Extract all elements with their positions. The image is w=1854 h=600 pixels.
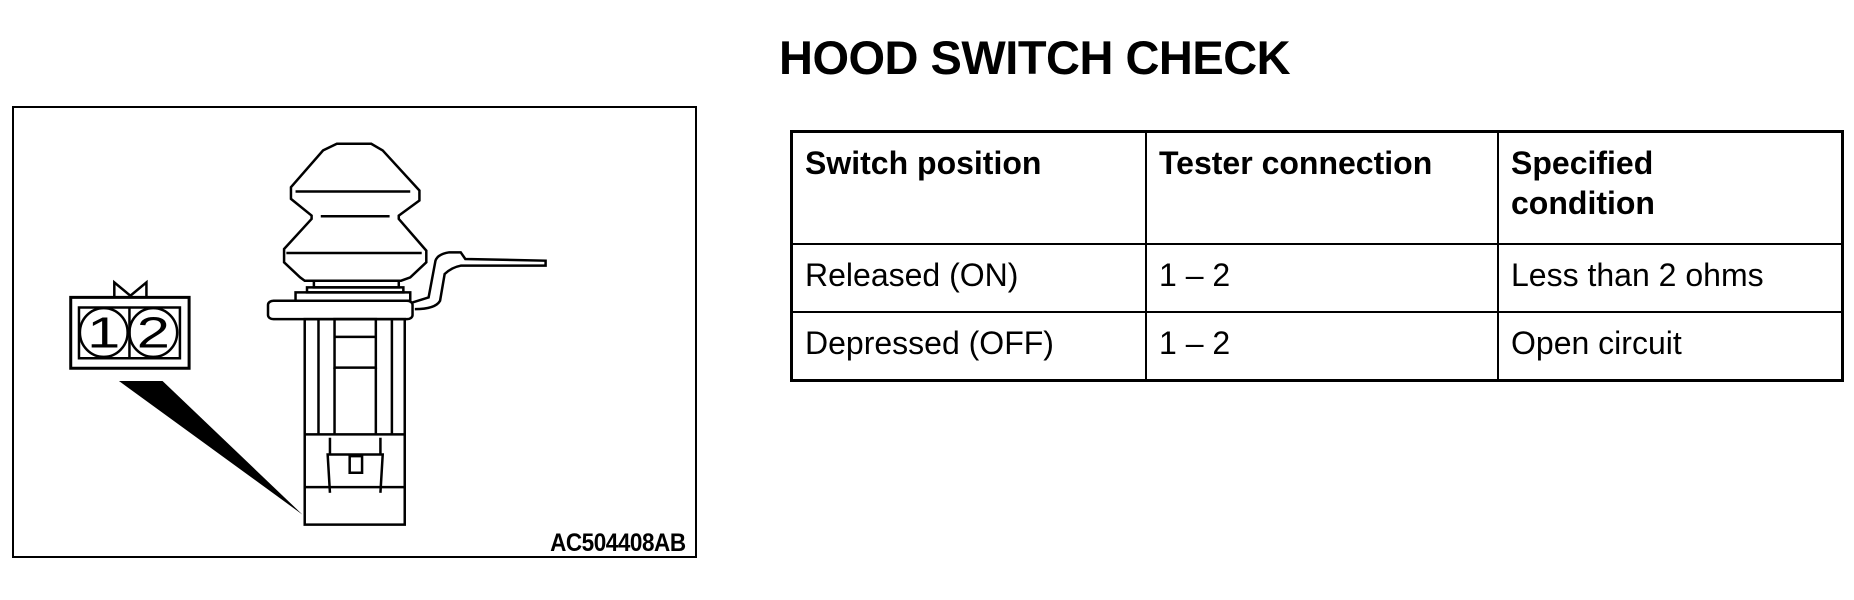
check-table: Switch position Tester connection Specif… <box>790 130 1844 382</box>
cell-specified-condition: Open circuit <box>1497 311 1844 382</box>
hood-switch-illustration: 1 2 <box>12 106 697 558</box>
mounting-bracket <box>413 252 546 309</box>
table-row: Released (ON) 1 – 2 Less than 2 ohms <box>790 243 1844 313</box>
pin-2-label: 2 <box>137 309 170 357</box>
switch-boot <box>284 144 426 281</box>
table-row: Depressed (OFF) 1 – 2 Open circuit <box>790 311 1844 382</box>
cell-switch-position: Depressed (OFF) <box>790 311 1147 382</box>
header-switch-position: Switch position <box>790 130 1147 245</box>
pin-1-label: 1 <box>87 309 120 357</box>
header-tester-connection: Tester connection <box>1145 130 1499 245</box>
figure-id-label: AC504408AB <box>550 529 686 557</box>
cell-specified-condition: Less than 2 ohms <box>1497 243 1844 313</box>
callout-pointer <box>118 380 303 515</box>
terminal <box>328 454 383 492</box>
page-title: HOOD SWITCH CHECK <box>779 31 1291 84</box>
cell-switch-position: Released (ON) <box>790 243 1147 313</box>
table-header-row: Switch position Tester connection Specif… <box>790 130 1844 245</box>
header-specified-condition: Specified condition <box>1497 130 1844 245</box>
connector-latch <box>114 282 146 297</box>
figure-frame <box>12 106 697 558</box>
switch-flange <box>268 301 413 319</box>
cell-tester-connection: 1 – 2 <box>1145 311 1499 382</box>
cell-tester-connection: 1 – 2 <box>1145 243 1499 313</box>
connector-face <box>71 297 189 368</box>
